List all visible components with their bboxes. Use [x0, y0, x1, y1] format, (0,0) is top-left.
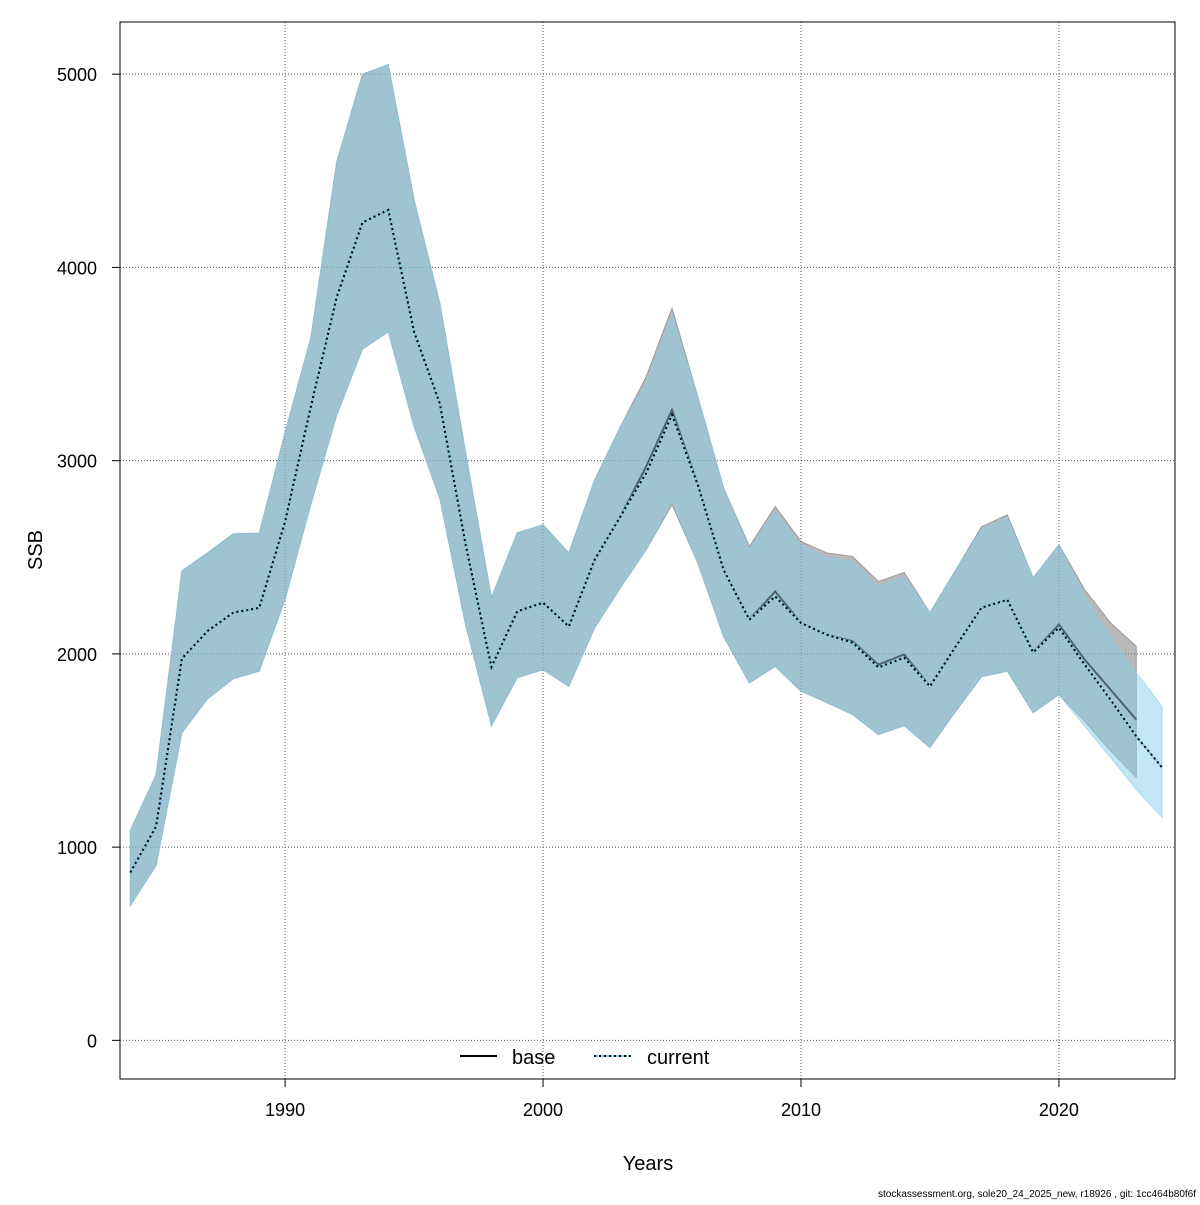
- line-current: [129, 208, 1163, 873]
- x-tick-label: 2020: [1039, 1100, 1079, 1120]
- legend: base current: [460, 1047, 710, 1069]
- y-tick-label: 5000: [57, 65, 97, 85]
- y-tick-label: 1000: [57, 838, 97, 858]
- confidence-bands: [129, 63, 1163, 908]
- plot-frame: [119, 21, 1176, 1080]
- x-tick-label: 2010: [781, 1100, 821, 1120]
- series-lines: [129, 208, 1163, 873]
- footer-text: stockassessment.org, sole20_24_2025_new,…: [878, 1189, 1196, 1200]
- x-tick-label: 1990: [265, 1100, 305, 1120]
- y-axis: 0 1000 2000 3000 4000 5000: [57, 65, 120, 1051]
- band-current: [129, 63, 1163, 908]
- y-axis-label: SSB: [25, 530, 47, 570]
- x-axis: 1990 2000 2010 2020: [265, 1079, 1079, 1120]
- y-tick-label: 0: [87, 1031, 97, 1051]
- y-tick-label: 2000: [57, 645, 97, 665]
- x-axis-label: Years: [623, 1153, 673, 1175]
- legend-label-current: current: [647, 1047, 710, 1069]
- y-tick-label: 3000: [57, 452, 97, 472]
- legend-label-base: base: [512, 1047, 555, 1069]
- x-tick-label: 2000: [523, 1100, 563, 1120]
- y-tick-label: 4000: [57, 258, 97, 278]
